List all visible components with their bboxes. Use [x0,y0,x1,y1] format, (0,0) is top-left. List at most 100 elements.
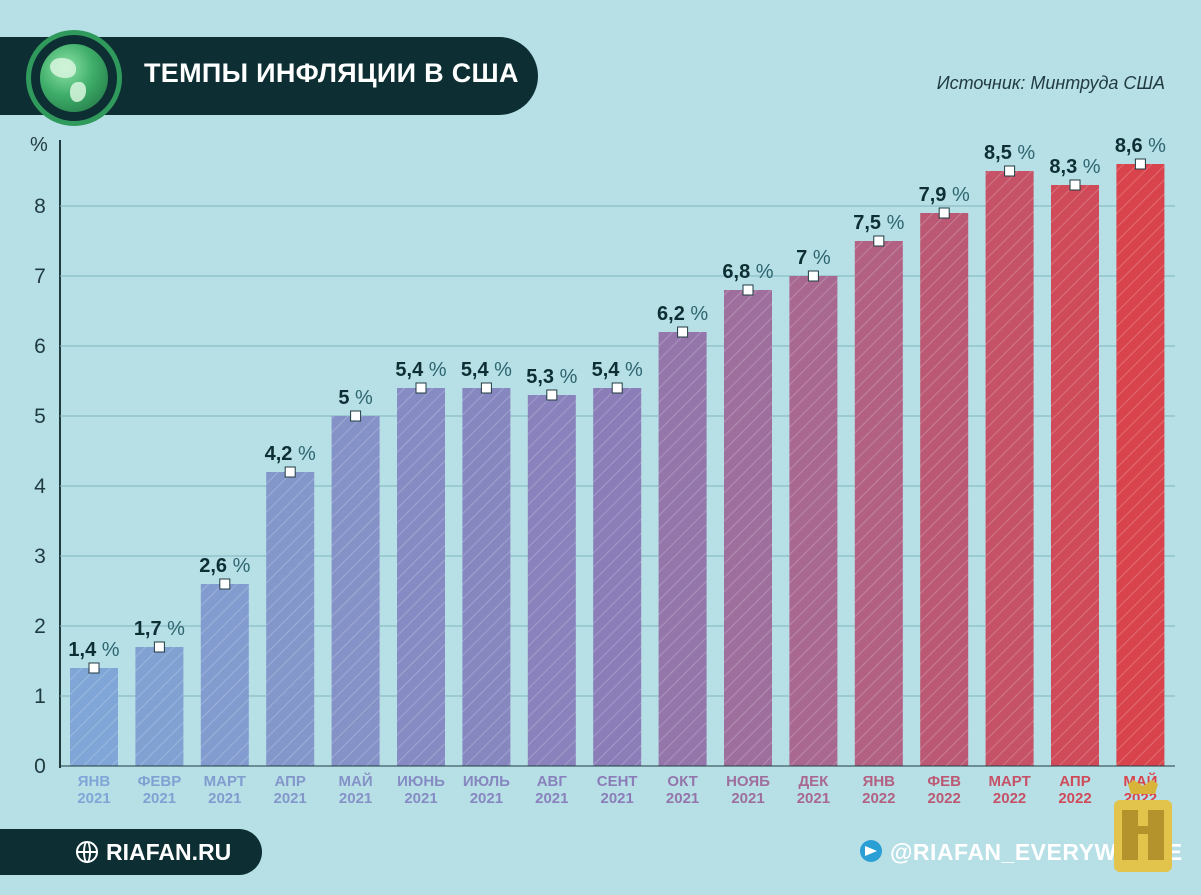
bar-hatch [1116,164,1165,766]
x-tick-label: ФЕВ [927,773,961,790]
data-label: 7,9 % [919,184,970,206]
x-tick-year: 2021 [666,790,699,807]
data-label: 8,5 % [984,142,1035,164]
y-tick-label: 1 [34,685,46,708]
value-marker [546,389,558,401]
y-tick-label: 3 [34,545,46,568]
value-marker [677,326,689,338]
value-marker [1069,179,1081,191]
x-tick-label: ИЮЛЬ [463,773,510,790]
data-label: 7 % [796,247,831,269]
x-tick-year: 2021 [797,790,830,807]
page-title: ТЕМПЫ ИНФЛЯЦИИ В США [144,58,519,88]
bar-hatch [266,472,315,766]
x-tick-year: 2021 [208,790,241,807]
y-tick-label: 5 [34,405,46,428]
data-label: 6,2 % [657,303,708,325]
data-label: 1,4 % [68,639,119,661]
x-tick-year: 2021 [470,790,503,807]
bar-hatch [462,388,511,766]
x-tick-label: МАРТ [988,773,1030,790]
bar-hatch [985,171,1034,766]
x-tick-year: 2022 [928,790,961,807]
emblem-icon [1114,780,1172,872]
bar-hatch [1051,185,1099,766]
bar-hatch [135,647,184,766]
value-marker [350,410,362,422]
value-marker [219,578,231,590]
value-marker [1004,165,1016,177]
x-tick-label: ФЕВР [138,773,182,790]
data-label: 5,4 % [592,359,643,381]
x-tick-label: НОЯБ [726,773,770,790]
value-marker [742,284,754,296]
globe-icon [40,44,108,112]
site-link[interactable]: RIAFAN.RU [106,839,232,865]
data-label: 1,7 % [134,618,185,640]
x-tick-label: СЕНТ [597,773,638,790]
x-tick-year: 2021 [535,790,568,807]
data-label: 7,5 % [853,212,904,234]
x-tick-year: 2021 [404,790,437,807]
x-tick-label: МАРТ [204,773,246,790]
telegram-icon [860,840,882,862]
source-note: Источник: Минтруда США [936,73,1165,93]
y-axis-unit: % [30,134,48,156]
bar-hatch [70,668,118,766]
data-label: 5 % [338,387,373,409]
value-marker [873,235,885,247]
x-tick-year: 2022 [862,790,895,807]
bar-hatch [724,290,772,766]
x-tick-label: АВГ [537,773,568,790]
data-label: 5,4 % [395,359,446,381]
y-tick-label: 2 [34,615,46,638]
footer-banner [0,829,262,875]
data-label: 8,3 % [1049,156,1100,178]
data-label: 8,6 % [1115,135,1166,157]
x-tick-year: 2021 [274,790,307,807]
x-tick-year: 2021 [143,790,176,807]
value-marker [1134,158,1146,170]
x-tick-year: 2022 [993,790,1026,807]
data-label: 5,3 % [526,366,577,388]
value-marker [284,466,296,478]
y-tick-label: 4 [34,475,46,498]
x-tick-label: ДЕК [798,773,829,790]
x-tick-label: ИЮНЬ [397,773,445,790]
x-tick-label: ОКТ [667,773,697,790]
bar-hatch [854,241,903,766]
y-tick-label: 8 [34,195,46,218]
x-tick-year: 2022 [1058,790,1091,807]
bar-hatch [331,416,380,766]
value-marker [415,382,427,394]
data-label: 2,6 % [199,555,250,577]
data-label: 5,4 % [461,359,512,381]
y-tick-label: 7 [34,265,46,288]
bar-hatch [789,276,838,766]
value-marker [480,382,492,394]
bar-hatch [658,332,707,766]
bar-hatch [593,388,642,766]
value-marker [938,207,950,219]
x-tick-year: 2021 [731,790,764,807]
bar-hatch [200,584,249,766]
x-tick-label: АПР [274,773,305,790]
x-tick-year: 2021 [339,790,372,807]
y-tick-label: 6 [34,335,46,358]
x-tick-label: ЯНВ [863,773,896,790]
value-marker [153,641,165,653]
x-tick-label: МАЙ [339,772,373,790]
data-label: 4,2 % [265,443,316,465]
bar-hatch [920,213,969,766]
globe-web-icon [76,841,98,863]
value-marker [611,382,623,394]
data-label: 6,8 % [722,261,773,283]
value-marker [807,270,819,282]
x-tick-year: 2021 [77,790,110,807]
x-tick-label: ЯНВ [78,773,111,790]
value-marker [88,662,100,674]
x-tick-label: АПР [1059,773,1090,790]
x-tick-year: 2021 [601,790,634,807]
y-tick-label: 0 [34,755,46,778]
